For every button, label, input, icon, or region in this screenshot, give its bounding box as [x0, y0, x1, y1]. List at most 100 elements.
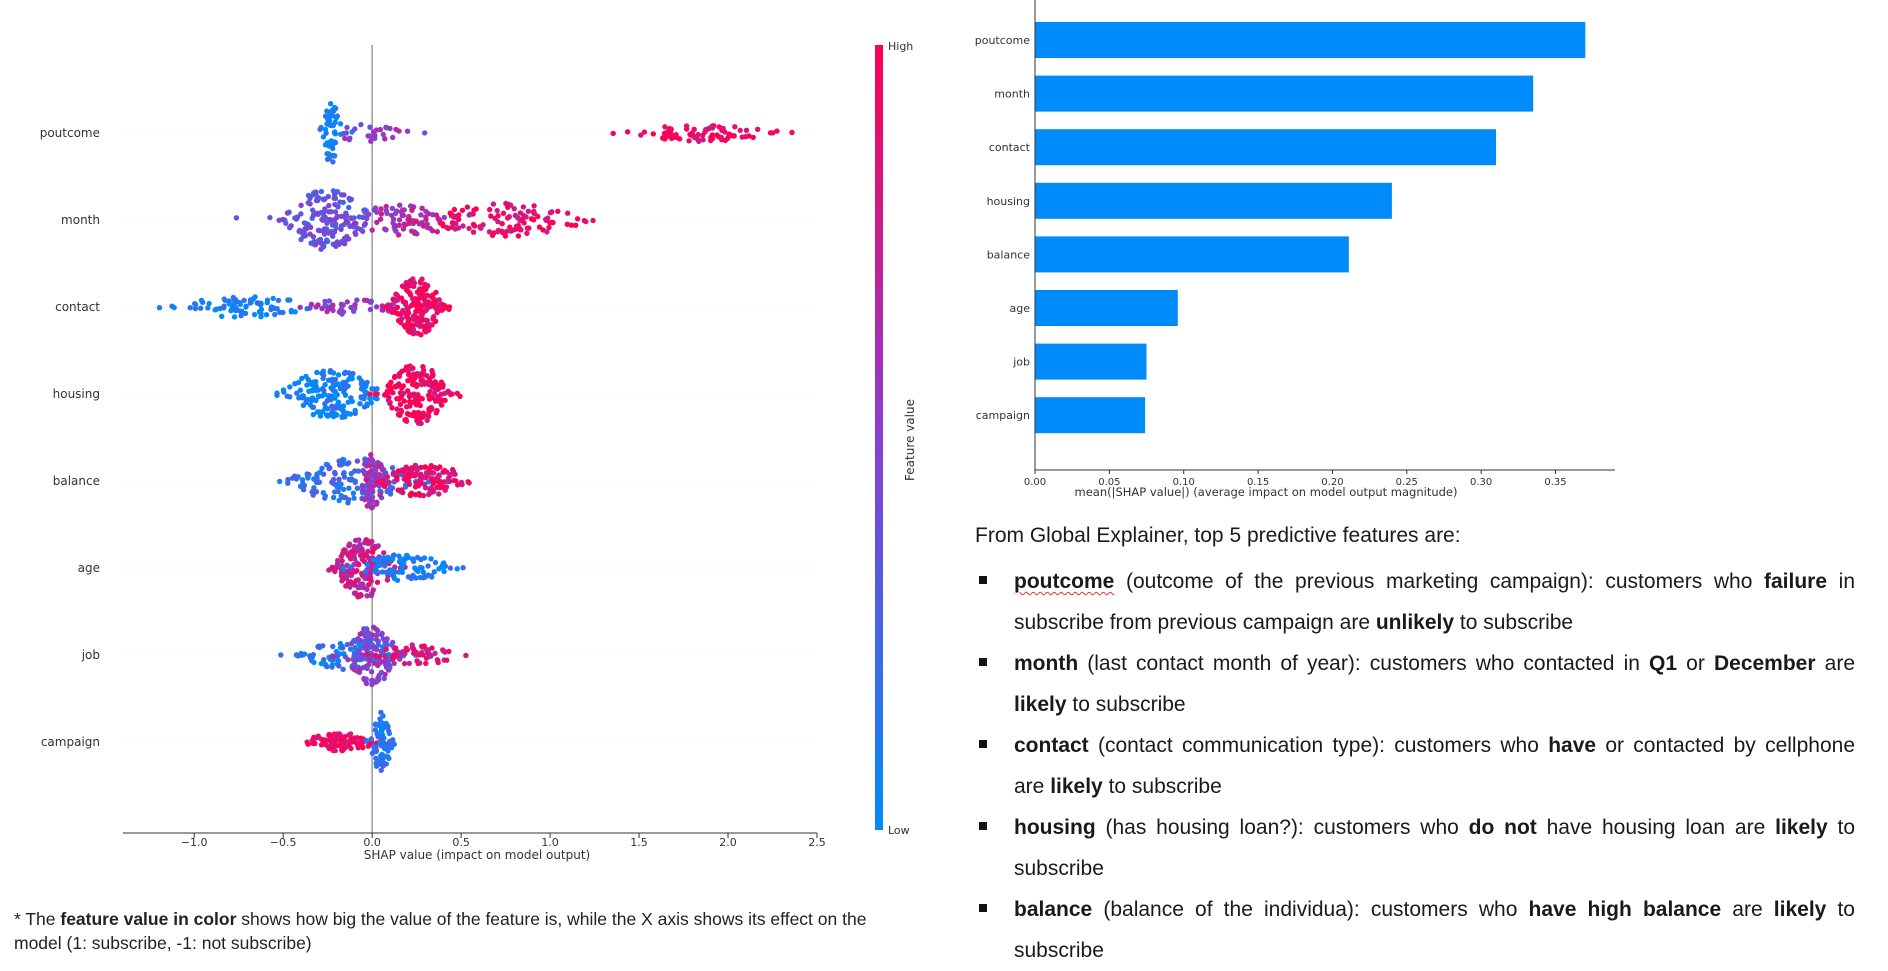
beeswarm-dot [322, 142, 329, 148]
beeswarm-dot [308, 301, 315, 307]
beeswarm-dot [365, 548, 371, 555]
beeswarm-dot [336, 497, 342, 504]
beeswarm-dot [392, 373, 398, 380]
beeswarm-dot [335, 742, 341, 749]
beeswarm-dot [789, 129, 795, 136]
beeswarm-dot [361, 404, 368, 410]
beeswarm-dot [345, 399, 351, 405]
beeswarm-feature-label: contact [55, 300, 100, 314]
beeswarm-dot [455, 225, 462, 231]
beeswarm-dot [436, 566, 442, 572]
beeswarm-dot [337, 640, 344, 647]
beeswarm-dot [425, 563, 431, 569]
beeswarm-dot [324, 151, 330, 157]
beeswarm-dot [508, 228, 514, 234]
beeswarm-dot [417, 574, 423, 581]
beeswarm-dot [746, 133, 752, 139]
beeswarm-dot [386, 479, 392, 486]
beeswarm-dot [714, 132, 720, 138]
beeswarm-dot [384, 125, 390, 131]
beeswarm-dot [398, 650, 404, 657]
colorbar-title: Feature value [903, 399, 917, 481]
beeswarm-dot [367, 395, 373, 402]
beeswarm-dot [732, 124, 738, 130]
colorbar-low-label: Low [888, 824, 910, 837]
beeswarm-dot [387, 381, 393, 388]
beeswarm-dot [379, 303, 385, 309]
beeswarm-dot [373, 304, 380, 310]
beeswarm-dot [324, 398, 330, 404]
beeswarm-dot [401, 221, 407, 227]
beeswarm-dot [327, 216, 333, 223]
beeswarm-dot [323, 130, 329, 136]
beeswarm-dot [322, 382, 328, 388]
importance-category-label: contact [989, 141, 1031, 154]
beeswarm-dot [248, 299, 254, 305]
beeswarm-dot [339, 558, 345, 564]
beeswarm-dot [354, 458, 361, 464]
beeswarm-dot [219, 313, 225, 319]
beeswarm-dot [369, 496, 375, 502]
beeswarm-dot [342, 734, 348, 740]
beeswarm-dot [516, 226, 522, 232]
beeswarm-dot [396, 373, 403, 379]
beeswarm-dot [264, 300, 270, 306]
beeswarm-dot [340, 666, 346, 672]
beeswarm-dot [503, 228, 510, 235]
beeswarm-dot [422, 130, 428, 136]
beeswarm-dot [378, 211, 385, 217]
beeswarm-dot [416, 420, 422, 426]
beeswarm-dot [417, 402, 423, 409]
beeswarm-dot [420, 371, 427, 378]
importance-bar [1035, 343, 1147, 380]
beeswarm-dot [436, 217, 443, 223]
beeswarm-dot [392, 564, 398, 570]
beeswarm-dot [156, 305, 163, 311]
beeswarm-dot [389, 567, 395, 574]
beeswarm-dot [419, 303, 425, 309]
beeswarm-dot [379, 480, 385, 486]
beeswarm-dot [403, 464, 409, 470]
beeswarm-dot [441, 214, 447, 221]
beeswarm-dot [315, 734, 321, 741]
beeswarm-dot [377, 216, 384, 222]
beeswarm-dot [451, 477, 457, 484]
beeswarm-dot [433, 381, 440, 387]
beeswarm-dot [356, 537, 362, 543]
beeswarm-feature-label: age [78, 561, 100, 575]
importance-bar [1035, 129, 1496, 166]
beeswarm-dot [429, 322, 435, 328]
importance-category-label: age [1010, 302, 1031, 315]
beeswarm-dot [344, 233, 350, 240]
beeswarm-dot [376, 676, 382, 683]
beeswarm-dot [335, 399, 342, 405]
beeswarm-dot [391, 574, 397, 580]
beeswarm-dot [364, 496, 371, 502]
beeswarm-dot [377, 488, 383, 494]
beeswarm-dot [399, 368, 405, 374]
beeswarm-dot [319, 465, 325, 471]
beeswarm-dot [297, 304, 303, 310]
beeswarm-dot [508, 202, 514, 208]
beeswarm-dot [346, 543, 352, 549]
emphasis-text: likely [1050, 775, 1103, 798]
beeswarm-dot [338, 462, 344, 468]
beeswarm-dot [500, 210, 507, 216]
beeswarm-dot [395, 411, 402, 418]
beeswarm-dot [277, 309, 283, 316]
beeswarm-dot [434, 484, 440, 490]
beeswarm-dot [338, 223, 345, 229]
beeswarm-dot [377, 716, 383, 722]
beeswarm-dot [700, 137, 706, 143]
beeswarm-dot [520, 204, 527, 210]
beeswarm-dot [402, 484, 409, 490]
beeswarm-dot [343, 742, 349, 748]
bar-chart-x-axis-label: mean(|SHAP value|) (average impact on mo… [1075, 485, 1458, 499]
explanation-text: are [1815, 652, 1855, 675]
beeswarm-dot [415, 410, 421, 416]
beeswarm-dot [412, 229, 418, 235]
beeswarm-dot [471, 223, 478, 229]
beeswarm-dot [373, 755, 379, 761]
beeswarm-dot [377, 126, 383, 133]
beeswarm-feature-label: campaign [41, 735, 100, 749]
